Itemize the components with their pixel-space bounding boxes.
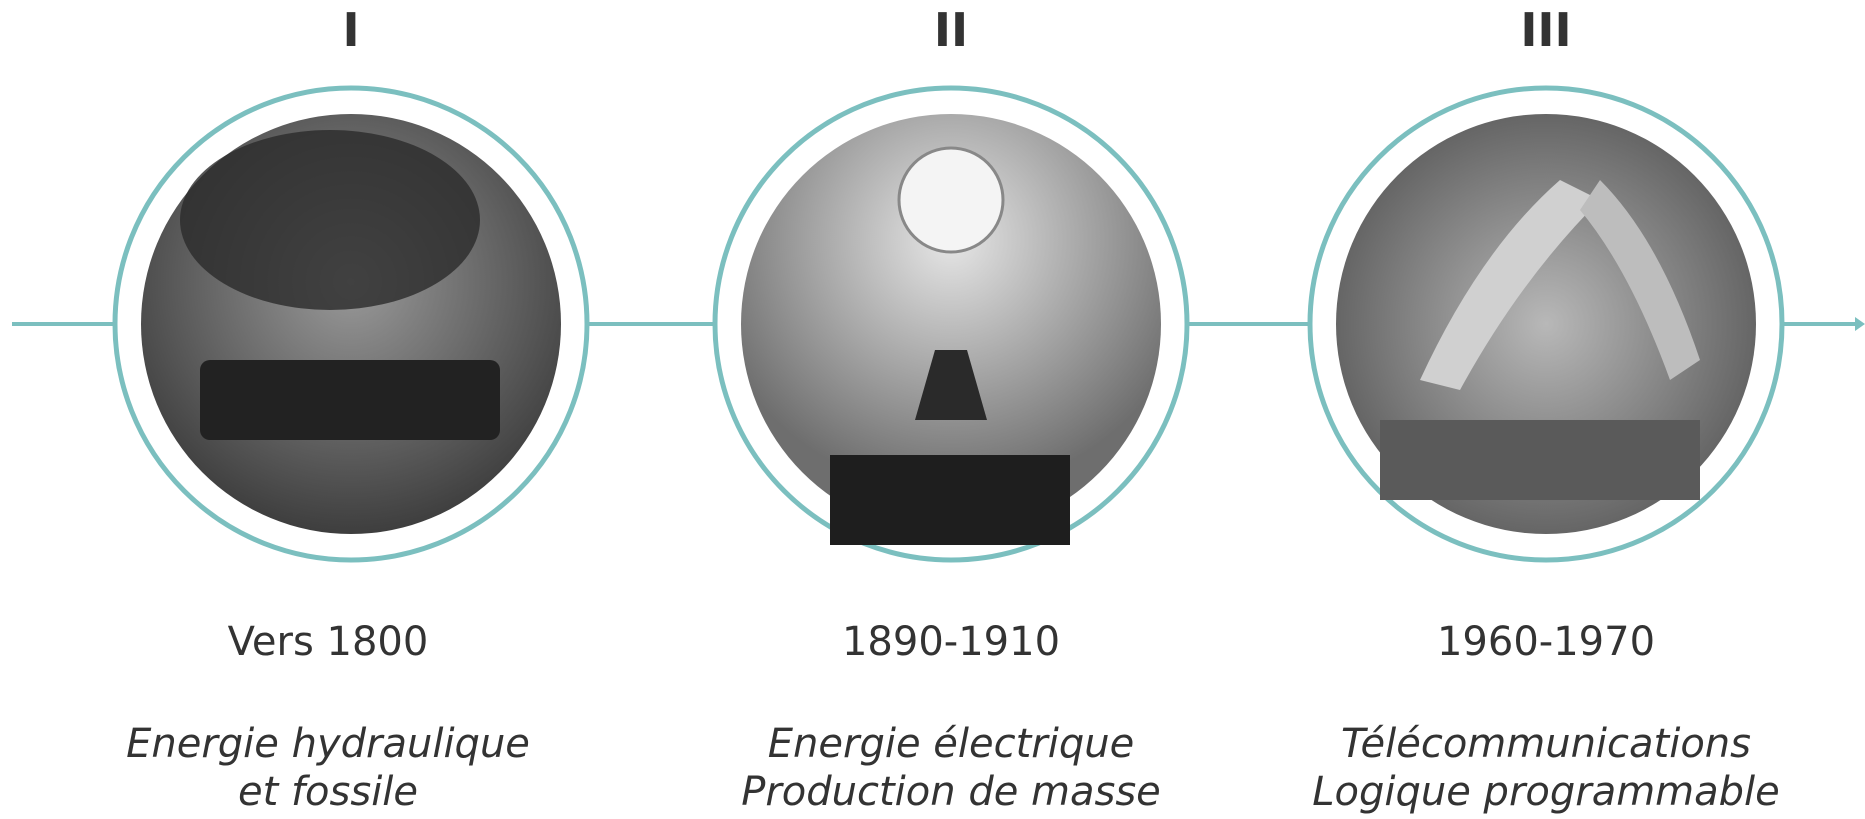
stage-date: Vers 1800 — [228, 619, 429, 665]
bulb-stand — [830, 455, 1070, 545]
stage-date: 1960-1970 — [1437, 619, 1655, 665]
train — [200, 360, 500, 440]
timeline-arrow — [1855, 317, 1865, 331]
timeline: I Vers 1800 Energie hydraulique et fossi… — [0, 0, 1865, 819]
conveyor — [1380, 420, 1700, 500]
stage: II 1890-1910 Energie électrique Producti… — [715, 3, 1187, 815]
stage-numeral: I — [342, 3, 359, 57]
stage: III 1960-1970 Télécommunications Logique… — [1310, 3, 1782, 815]
stage-numeral: III — [1520, 3, 1571, 57]
stage: I Vers 1800 Energie hydraulique et fossi… — [115, 3, 587, 815]
stage-numeral: II — [934, 3, 968, 57]
smoke — [180, 130, 480, 310]
stage-description: Energie électrique — [768, 721, 1134, 767]
stage-description: Energie hydraulique — [126, 721, 530, 767]
stage-description: Logique programmable — [1312, 769, 1780, 815]
bulb — [899, 148, 1003, 252]
stage-description: et fossile — [238, 769, 418, 815]
stage-description: Production de masse — [741, 769, 1161, 815]
stage-date: 1890-1910 — [842, 619, 1060, 665]
stage-description: Télécommunications — [1341, 721, 1751, 767]
